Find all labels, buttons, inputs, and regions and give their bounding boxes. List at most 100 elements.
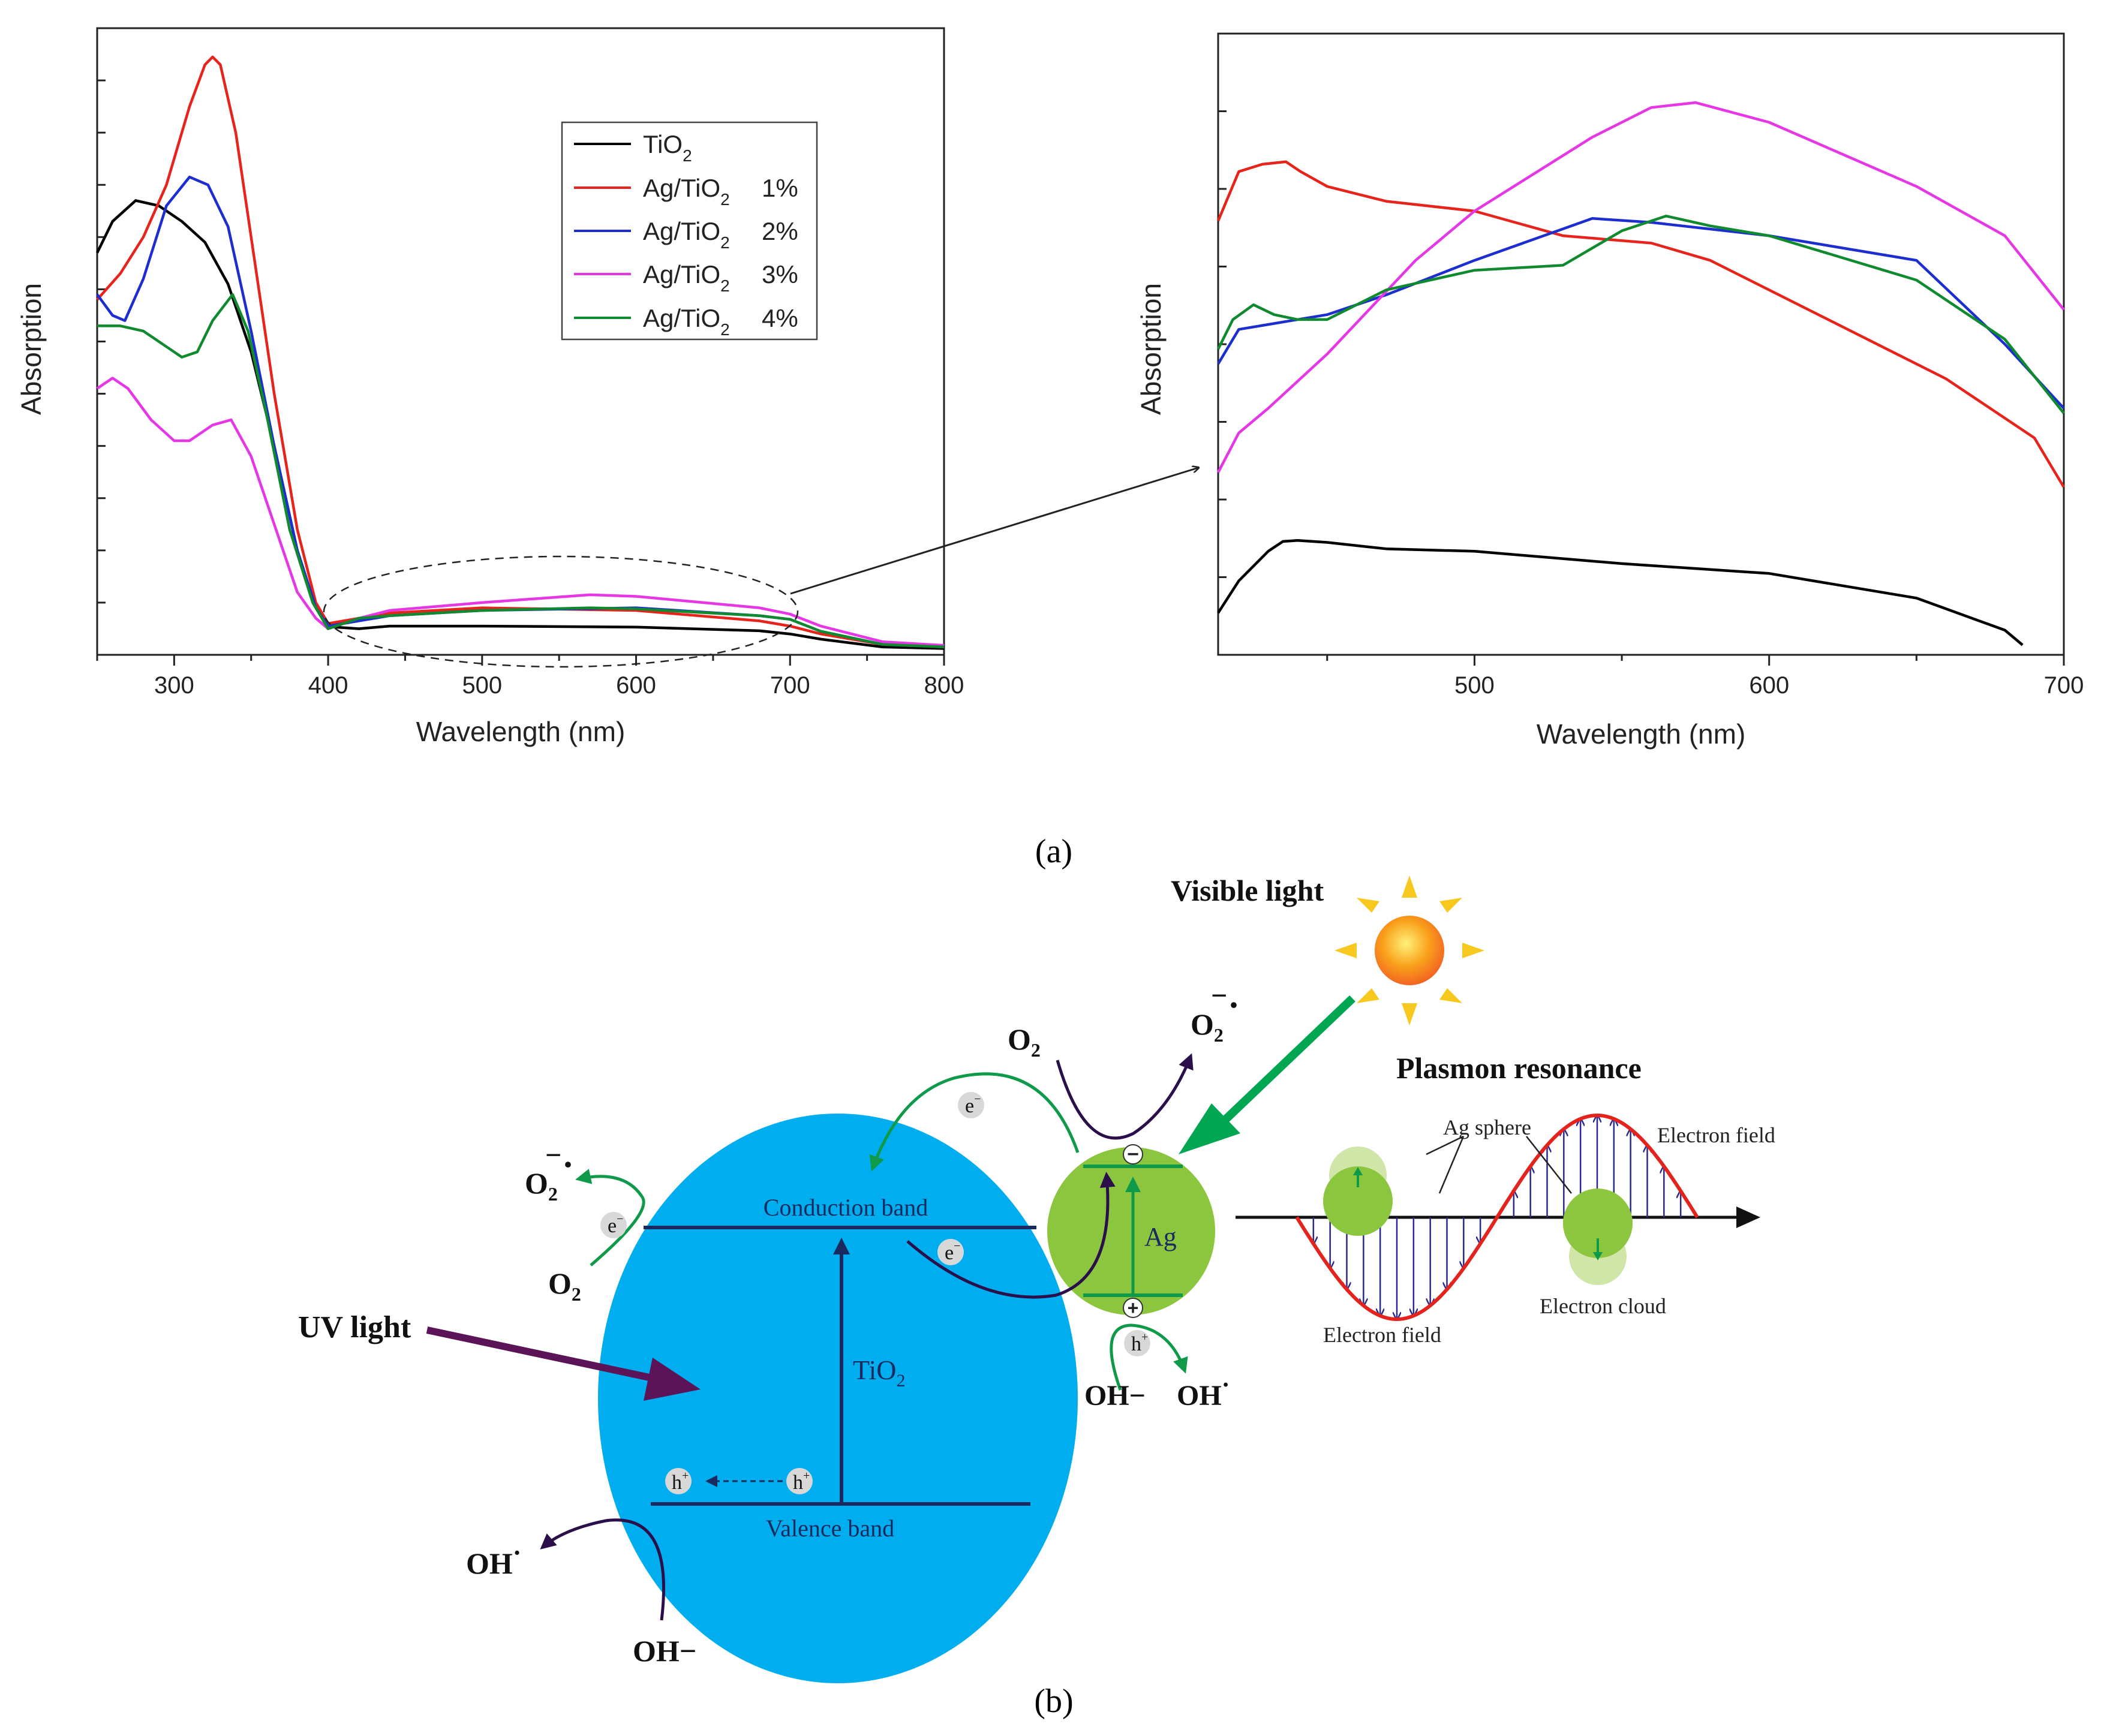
legend-item: TiO2 <box>574 130 692 165</box>
o2-reduction-arrow-left <box>575 1169 645 1266</box>
hole-label: h <box>1131 1333 1141 1355</box>
panel-a-label: (a) <box>1035 833 1072 870</box>
o2-sub: 2 <box>1031 1039 1041 1061</box>
o2-label: O <box>1008 1022 1031 1056</box>
electron-sup: − <box>617 1213 623 1226</box>
o2-label: O <box>548 1266 572 1300</box>
series-line <box>96 377 945 647</box>
sun-icon <box>1334 875 1484 1025</box>
ag-sphere-right <box>1563 1189 1633 1285</box>
ag-plus-badge <box>1123 1298 1143 1318</box>
electron-badge <box>958 1092 984 1118</box>
hole-badge <box>665 1468 692 1494</box>
legend-item: Ag/TiO2 2% <box>574 217 798 252</box>
legend: TiO2 Ag/TiO2 1% Ag/TiO2 2% Ag/TiO2 3% Ag… <box>561 121 818 341</box>
visible-light-arrow <box>1221 995 1355 1125</box>
x-tick-label: 600 <box>1749 672 1789 699</box>
radical-dot: · <box>562 1145 574 1184</box>
x-tick-label: 400 <box>308 672 348 699</box>
o2-reduction-arrow-ag <box>1056 1053 1194 1140</box>
svg-text:h+: h+ <box>672 1469 689 1494</box>
hole-badge <box>1124 1330 1150 1356</box>
legend-item: Ag/TiO2 3% <box>574 260 798 295</box>
hole-label: h <box>672 1472 682 1494</box>
svg-text:e−: e− <box>608 1213 623 1237</box>
uv-light-arrowhead <box>644 1358 701 1401</box>
x-tick-label: 500 <box>1454 672 1495 699</box>
svg-text:h+: h+ <box>793 1469 810 1494</box>
ag-sphere-left <box>1323 1147 1393 1236</box>
y-ticks <box>1218 32 1227 656</box>
electron-transfer-arrow <box>906 1172 1116 1299</box>
legend-label: Ag/TiO <box>643 217 720 245</box>
x-ticks: 300 400 500 600 700 800 <box>96 655 964 699</box>
radical-dot: · <box>513 1538 522 1567</box>
x-tick-label: 800 <box>924 672 964 699</box>
ag-minus-badge <box>1123 1144 1143 1165</box>
y-axis-label: Absorption <box>1135 283 1167 415</box>
legend-sub: 2 <box>683 146 692 165</box>
series-line <box>1216 160 2065 488</box>
svg-text:O2: O2 <box>1191 1007 1224 1046</box>
oh-radical-label: OH <box>466 1547 513 1580</box>
ag-label: Ag <box>1144 1222 1177 1251</box>
legend-label: Ag/TiO <box>643 260 720 288</box>
uv-light-arrow <box>426 1326 673 1386</box>
propagation-arrowhead <box>1736 1207 1760 1228</box>
ag-sphere-pointer <box>1438 1136 1465 1194</box>
legend-sub: 2 <box>720 276 730 295</box>
uv-light-label: UV light <box>298 1310 411 1344</box>
legend-suffix: 4% <box>762 304 798 332</box>
electron-field-bottom-label: Electron field <box>1323 1323 1441 1347</box>
ag-plus-sign: + <box>1128 1297 1139 1319</box>
series-line <box>97 293 945 649</box>
o2-sub: 2 <box>572 1283 581 1305</box>
x-axis-label: Wavelength (nm) <box>1537 718 1746 750</box>
legend-item: Ag/TiO2 4% <box>574 304 798 339</box>
visible-light-label: Visible light <box>1171 874 1324 907</box>
oh-minus-label: OH− <box>633 1634 696 1668</box>
legend-item: Ag/TiO2 1% <box>574 174 798 209</box>
series-line <box>96 55 945 649</box>
series-line <box>1217 538 2024 646</box>
electron-label: e <box>945 1242 954 1264</box>
svg-text:O2: O2 <box>1008 1022 1041 1061</box>
hole-sup: + <box>803 1469 810 1482</box>
x-tick-label: 500 <box>462 672 502 699</box>
superscript-minus: − <box>545 1139 561 1171</box>
legend-sub: 2 <box>720 190 730 209</box>
hole-sup: + <box>682 1469 689 1482</box>
svg-text:Ag/TiO2: Ag/TiO2 <box>643 217 730 252</box>
zoom-arrow <box>790 468 1198 595</box>
radical-dot: · <box>1228 985 1240 1025</box>
plasmon-diagram: Conduction band Valence band TiO2 h+ h+ … <box>298 874 1775 1683</box>
valence-band-label: Valence band <box>766 1515 894 1542</box>
o2-label: O <box>525 1166 548 1200</box>
svg-text:Ag/TiO2: Ag/TiO2 <box>643 260 730 295</box>
ag-sphere-label: Ag sphere <box>1443 1115 1531 1139</box>
legend-sub: 2 <box>720 320 730 339</box>
x-tick-label: 300 <box>154 672 194 699</box>
radical-dot: · <box>1222 1371 1230 1399</box>
series-line <box>1217 101 2065 473</box>
o2-radical-label: O <box>1191 1007 1214 1041</box>
hole-label: h <box>793 1472 803 1494</box>
ag-sphere-pointer <box>1426 1135 1464 1156</box>
oh-radical-label: OH <box>1177 1380 1222 1412</box>
oh-oxidation-arrow-ag <box>1110 1323 1188 1391</box>
svg-text:TiO2: TiO2 <box>643 130 692 165</box>
zoom-region-ellipse <box>323 555 799 668</box>
oh-minus-label: OH− <box>1084 1380 1146 1412</box>
absorption-chart-left: 300 400 500 600 700 800 Wavelength (nm) Absor… <box>16 27 964 747</box>
svg-text:OH·: OH· <box>466 1538 521 1580</box>
series-line <box>1216 214 2065 414</box>
x-tick-label: 700 <box>2044 672 2084 699</box>
x-tick-label: 600 <box>616 672 656 699</box>
legend-suffix: 2% <box>762 217 798 245</box>
tio2-label-sub: 2 <box>896 1371 905 1391</box>
electron-field-wave <box>1295 1113 1699 1322</box>
electron-sup: − <box>974 1093 981 1106</box>
hole-badge <box>786 1468 813 1494</box>
o2-sub: 2 <box>548 1183 558 1205</box>
svg-text:O2: O2 <box>525 1166 558 1205</box>
